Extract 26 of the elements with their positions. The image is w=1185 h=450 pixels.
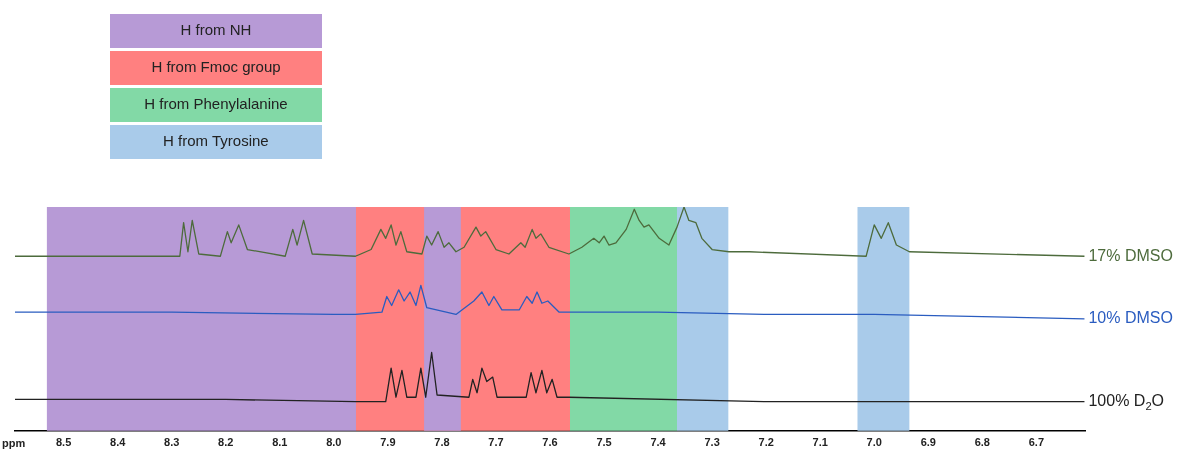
x-tick-label: 7.8 — [434, 436, 450, 449]
legend-label: H from NH — [180, 21, 252, 39]
x-tick-label: 7.3 — [704, 436, 720, 449]
x-tick-label: 7.2 — [758, 436, 774, 449]
x-tick-label: 7.1 — [812, 436, 828, 449]
x-tick-label: 6.9 — [920, 436, 936, 449]
x-tick-label: 8.0 — [326, 436, 342, 449]
x-tick-label: 7.5 — [596, 436, 612, 449]
x-tick-label: 7.9 — [380, 436, 396, 449]
x-tick-label: 8.1 — [272, 436, 288, 449]
x-tick-label: 8.3 — [164, 436, 180, 449]
x-tick-label: 6.7 — [1028, 436, 1045, 449]
legend-label: H from Phenylalanine — [144, 95, 288, 113]
x-tick-label: 7.7 — [488, 436, 504, 449]
x-tick-label: 7.4 — [650, 436, 667, 449]
x-tick-label: 8.4 — [110, 436, 127, 449]
x-tick-label: 8.5 — [55, 436, 72, 449]
x-axis-title: ppm — [2, 436, 26, 449]
series-label: 10% DMSO — [1088, 309, 1173, 327]
x-tick-label: 6.8 — [974, 436, 990, 449]
series-label: 17% DMSO — [1088, 246, 1173, 264]
x-tick-label: 7.6 — [542, 436, 558, 449]
legend-label: H from Tyrosine — [163, 132, 269, 150]
legend-label: H from Fmoc group — [151, 58, 281, 76]
x-tick-label: 7.0 — [866, 436, 882, 449]
x-tick-label: 8.2 — [218, 436, 234, 449]
